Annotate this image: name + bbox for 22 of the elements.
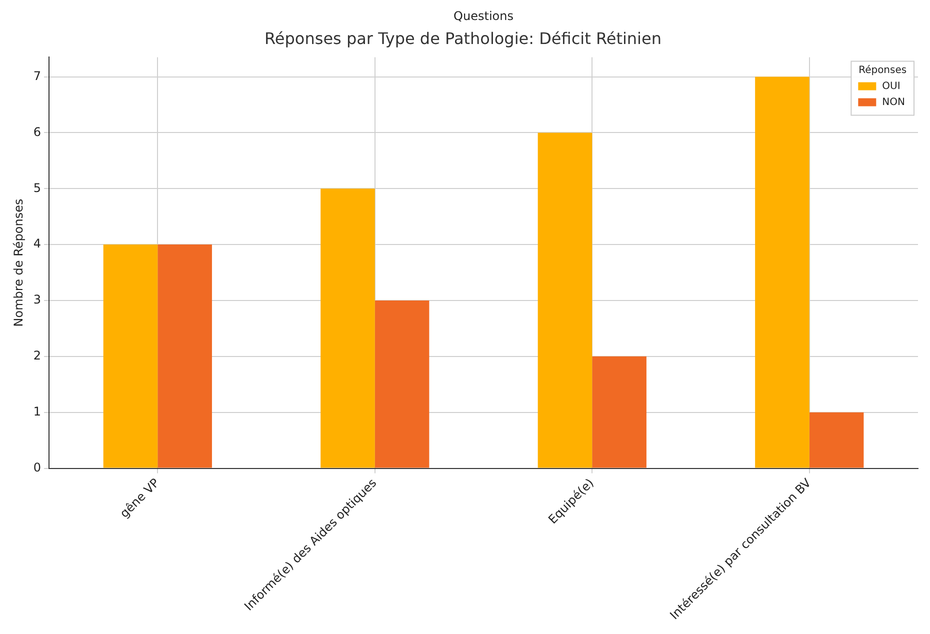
bar <box>538 132 592 468</box>
y-tick-label: 3 <box>33 292 42 307</box>
legend-label: OUI <box>882 80 900 92</box>
y-tick-label: 7 <box>33 68 42 83</box>
x-axis-title: Questions <box>454 9 514 24</box>
legend-label: NON <box>882 96 906 108</box>
bar <box>320 188 375 468</box>
y-axis-title: Nombre de Réponses <box>11 198 26 327</box>
bar <box>374 300 430 468</box>
y-tick-label: 4 <box>33 236 42 251</box>
y-tick-label: 6 <box>33 124 42 139</box>
bar <box>103 244 158 468</box>
legend-title: Réponses <box>858 64 907 76</box>
y-tick-label: 0 <box>33 460 42 474</box>
chart-title: Réponses par Type de Pathologie: Déficit Rétinien <box>264 28 662 48</box>
bar <box>809 412 864 468</box>
y-tick-label: 5 <box>33 180 42 195</box>
bar <box>755 76 810 468</box>
y-tick-label: 2 <box>33 348 42 363</box>
y-tick-label: 1 <box>33 404 42 418</box>
bar <box>592 356 646 468</box>
bar <box>158 244 212 468</box>
